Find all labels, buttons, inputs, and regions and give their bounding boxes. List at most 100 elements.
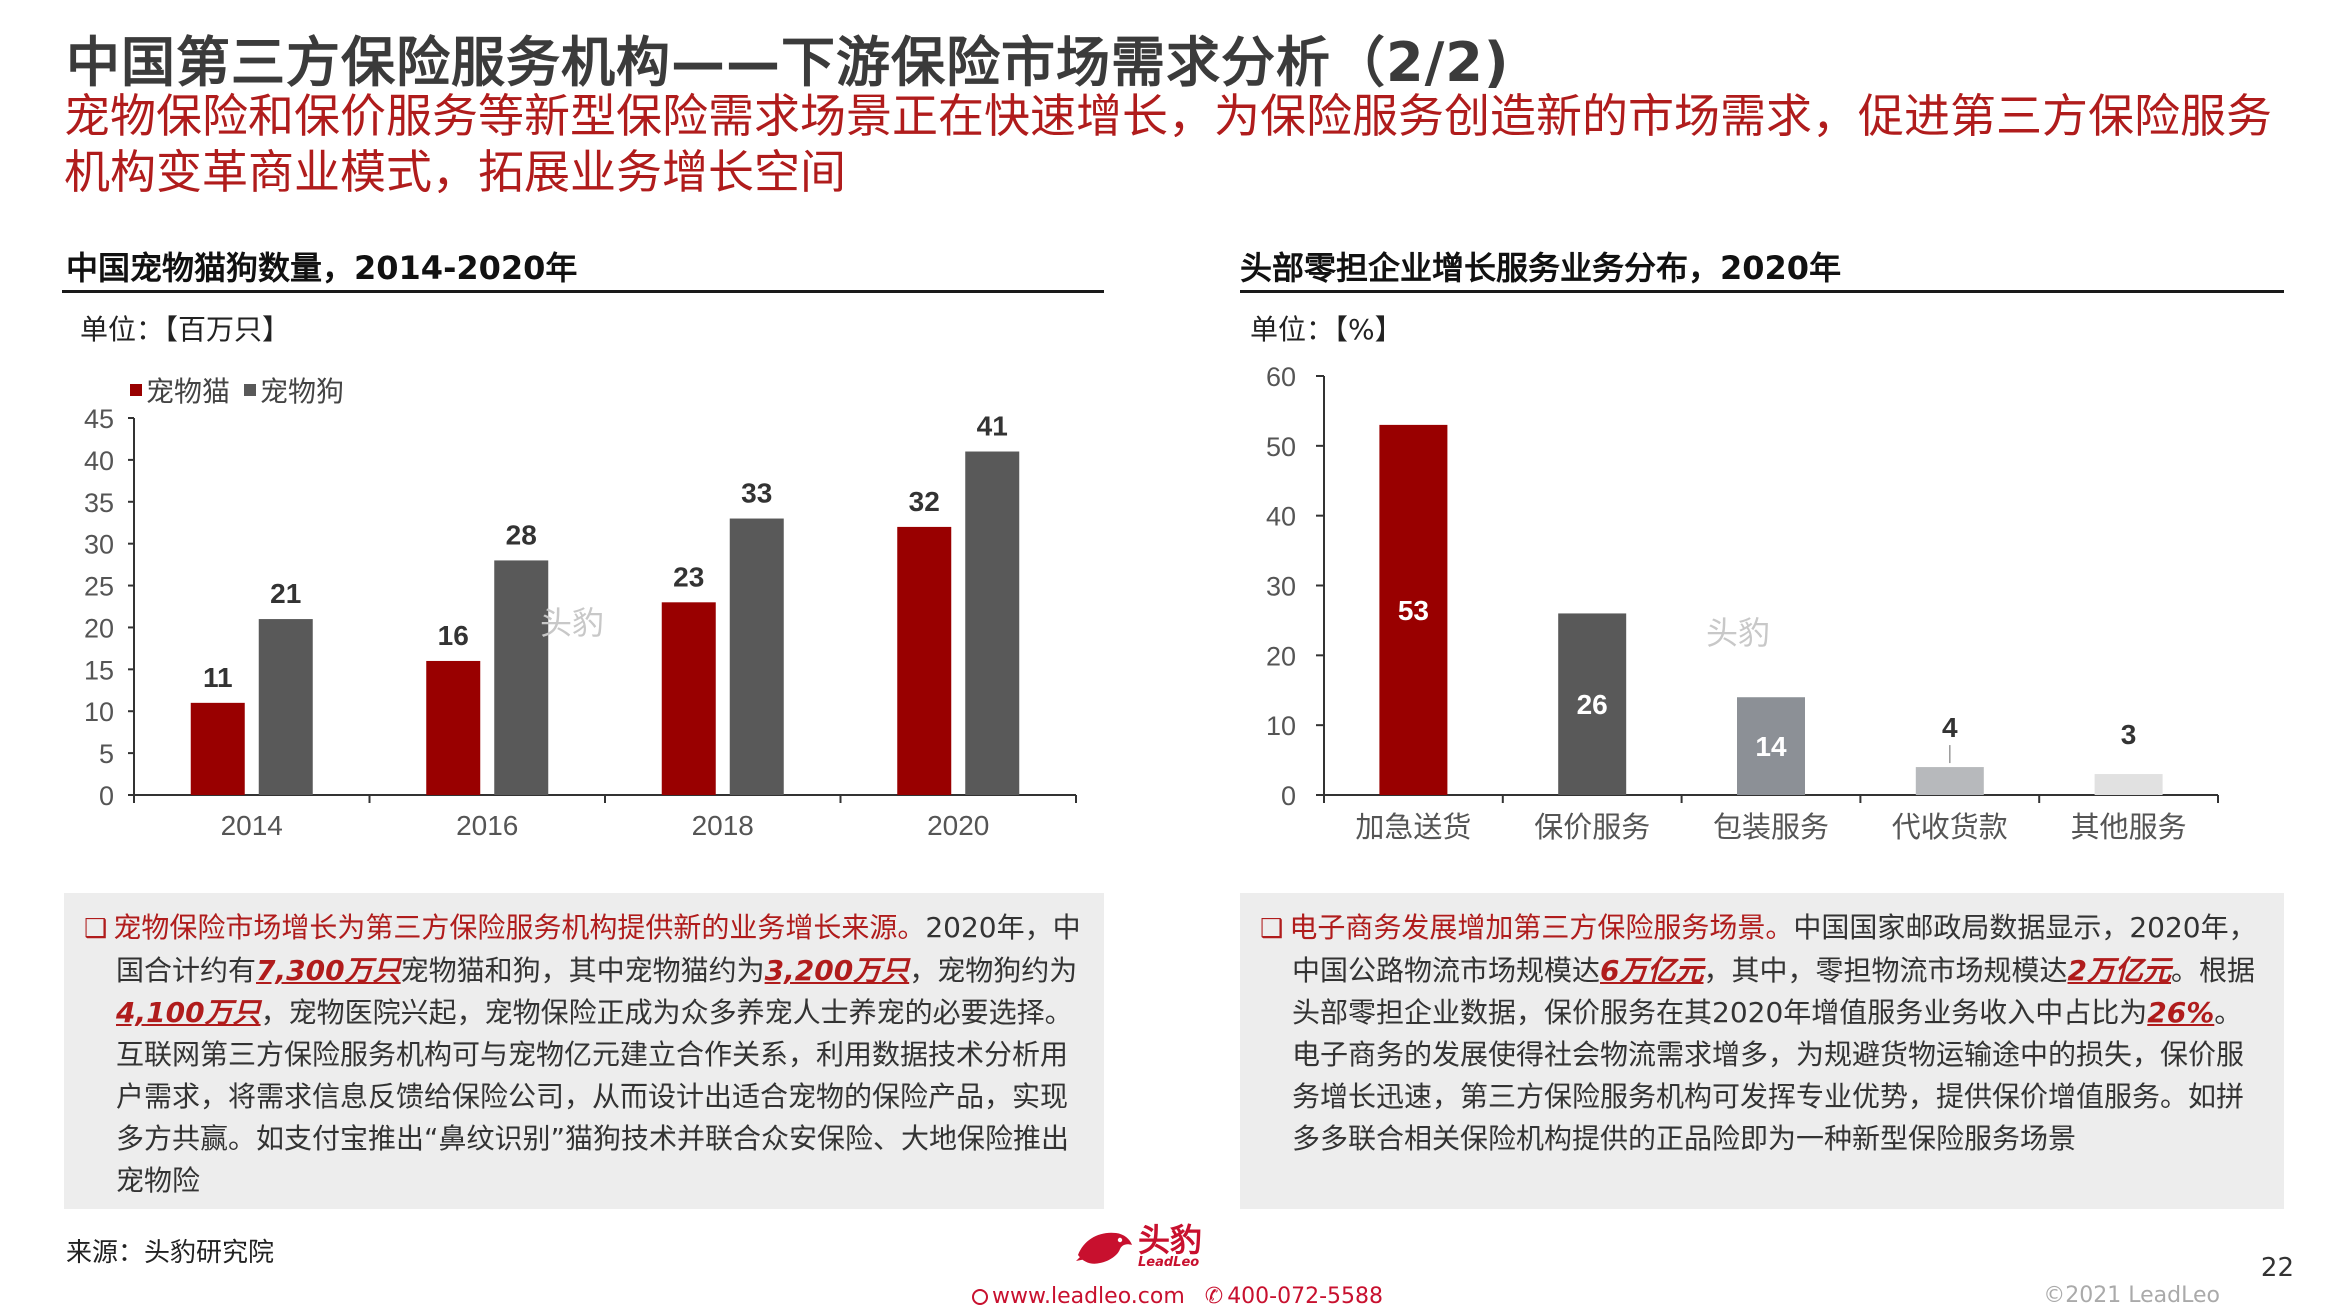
bar	[1915, 767, 1984, 795]
y-tick-label: 15	[84, 655, 114, 685]
x-tick-label: 2014	[221, 810, 283, 841]
legend-swatch-dog	[244, 384, 257, 396]
highlight-ltl-size: 2万亿元	[2067, 954, 2171, 987]
phone-text: 400-072-5588	[1227, 1284, 1384, 1309]
left-chart-legend: 宠物猫 宠物狗	[130, 370, 344, 410]
data-label: 11	[203, 662, 233, 693]
phone-link[interactable]: ✆ 400-072-5588	[1205, 1284, 1383, 1309]
y-tick-label: 10	[1266, 711, 1296, 741]
y-tick-label: 20	[84, 613, 114, 643]
data-label: 3	[2121, 719, 2137, 750]
data-label: 4	[1942, 712, 1958, 743]
data-label: 33	[741, 478, 772, 509]
left-panel-title: 中国宠物猫狗数量，2014-2020年	[66, 249, 578, 287]
x-tick-label: 其他服务	[2071, 811, 2187, 844]
bar-dog	[729, 518, 784, 795]
data-label: 26	[1577, 689, 1608, 720]
y-tick-label: 0	[1281, 781, 1296, 811]
y-tick-label: 40	[1266, 502, 1296, 532]
right-panel-divider	[1240, 290, 2284, 293]
highlight-dogs: 4,100万只	[116, 996, 261, 1029]
x-tick-label: 保价服务	[1534, 811, 1650, 844]
x-tick-label: 加急送货	[1355, 811, 1471, 844]
right-insight-text: 中国国家邮政局数据显示，2020年，中国公路物流市场规模达	[1292, 911, 2257, 987]
y-tick-label: 5	[99, 739, 114, 769]
contact-info: www.leadleo.com ✆ 400-072-5588	[972, 1284, 1383, 1309]
y-tick-label: 40	[84, 446, 114, 476]
page-subtitle: 宠物保险和保价服务等新型保险需求场景正在快速增长，为保险服务创造新的市场需求，促…	[64, 89, 2272, 199]
phone-icon: ✆	[1204, 1284, 1224, 1309]
source-note: 来源：头豹研究院	[66, 1238, 275, 1268]
x-tick-label: 包装服务	[1713, 811, 1829, 844]
bar-cat	[897, 526, 952, 795]
page-title: 中国第三方保险服务机构——下游保险市场需求分析（2/2)	[66, 31, 1510, 94]
bar-cat	[661, 602, 716, 795]
left-insight-lead: 宠物保险市场增长为第三方保险服务机构提供新的业务增长来源。	[113, 911, 926, 944]
y-tick-label: 45	[84, 404, 114, 434]
data-label: 28	[506, 519, 537, 550]
data-label: 14	[1755, 731, 1787, 762]
right-insight-box: ❑ 电子商务发展增加第三方保险服务场景。中国国家邮政局数据显示，2020年，中国公…	[1240, 893, 2284, 1209]
y-tick-label: 30	[84, 530, 114, 560]
y-tick-label: 25	[84, 572, 114, 602]
highlight-share: 26%	[2147, 996, 2215, 1029]
y-tick-label: 10	[84, 697, 114, 727]
right-insight-lead: 电子商务发展增加第三方保险服务场景。	[1289, 911, 1794, 944]
checkbox-bullet-icon: ❑	[84, 914, 108, 944]
left-insight-text: 2020年，中国合计约有	[116, 911, 1081, 987]
left-insight-text: ，宠物医院兴起，宠物保险正成为众多养宠人士养宠的必要选择。互联网第三方保险服务机…	[116, 996, 1073, 1197]
x-tick-label: 2016	[456, 810, 518, 841]
logo-text-en: LeadLeo	[1138, 1255, 1200, 1270]
y-tick-label: 0	[99, 781, 114, 811]
legend-swatch-cat	[130, 384, 142, 396]
right-insight-paragraph: ❑ 电子商务发展增加第三方保险服务场景。中国国家邮政局数据显示，2020年，中国公…	[1260, 907, 2268, 1160]
data-label: 53	[1398, 595, 1429, 626]
right-insight-text: 。根据头部零担企业数据，保价服务在其2020年增值服务业务收入中占比为	[1292, 954, 2256, 1029]
logo-text-cn: 头豹	[1138, 1221, 1203, 1259]
data-label: 16	[438, 620, 469, 651]
watermark: 头豹	[1706, 614, 1771, 652]
pet-count-bar-chart: 0 5 10 15 20 25 30 35 40 45 2014 11 21 2016 16 28 2018 23…	[84, 404, 1077, 841]
bar	[2094, 774, 2163, 795]
bar-dog	[258, 619, 313, 795]
highlight-cats: 3,200万只	[764, 954, 910, 987]
website-link[interactable]: www.leadleo.com	[972, 1284, 1185, 1309]
y-tick-label: 30	[1266, 572, 1296, 602]
x-tick-label: 2020	[927, 810, 989, 841]
bar	[1737, 697, 1805, 795]
right-unit-label: 单位：【%】	[1250, 313, 1403, 346]
legend-label-cat: 宠物猫	[146, 375, 231, 408]
data-label: 32	[909, 486, 940, 517]
y-tick-label: 20	[1266, 641, 1296, 671]
leadleo-logo[interactable]: 头豹 LeadLeo	[1074, 1224, 1202, 1270]
highlight-market-size: 6万亿元	[1600, 954, 1704, 987]
leopard-logo-icon	[1076, 1232, 1132, 1264]
page-number: 22	[2260, 1253, 2294, 1283]
checkbox-bullet-icon: ❑	[1260, 914, 1284, 944]
left-insight-text: 宠物猫和狗，其中宠物猫约为	[400, 954, 765, 987]
left-insight-text: ，宠物狗约为	[909, 954, 1078, 987]
bar-dog	[965, 451, 1020, 795]
right-panel-title: 头部零担企业增长服务业务分布，2020年	[1240, 249, 1842, 287]
legend-item-cat: 宠物猫	[130, 370, 230, 410]
copyright: ©2021 LeadLeo	[2043, 1283, 2220, 1308]
bar-cat	[426, 660, 481, 795]
watermark: 头豹	[540, 604, 605, 642]
data-label: 41	[977, 411, 1008, 442]
bar-cat	[190, 702, 245, 795]
service-distribution-bar-chart: 0 10 20 30 40 50 60 53 加急送货 26 保价服务 14 包装服务 4 代收货款 3 其他服…	[1266, 362, 2219, 844]
bar	[1379, 424, 1448, 795]
legend-label-dog: 宠物狗	[260, 375, 345, 408]
highlight-total: 7,300万只	[256, 954, 401, 987]
left-panel-divider	[62, 290, 1104, 293]
bar	[1558, 613, 1627, 795]
x-tick-label: 2018	[692, 810, 754, 841]
bar-dog	[494, 560, 549, 795]
globe-icon	[972, 1289, 988, 1305]
left-insight-box: ❑ 宠物保险市场增长为第三方保险服务机构提供新的业务增长来源。2020年，中国合计…	[64, 893, 1104, 1209]
left-unit-label: 单位：【百万只】	[80, 313, 291, 346]
right-insight-text: 。电子商务的发展使得社会物流需求增多，为规避货物运输途中的损失，保价服务增长迅速…	[1292, 996, 2245, 1155]
website-text: www.leadleo.com	[992, 1284, 1185, 1309]
legend-item-dog: 宠物狗	[244, 370, 344, 410]
x-tick-label: 代收货款	[1892, 811, 2008, 844]
